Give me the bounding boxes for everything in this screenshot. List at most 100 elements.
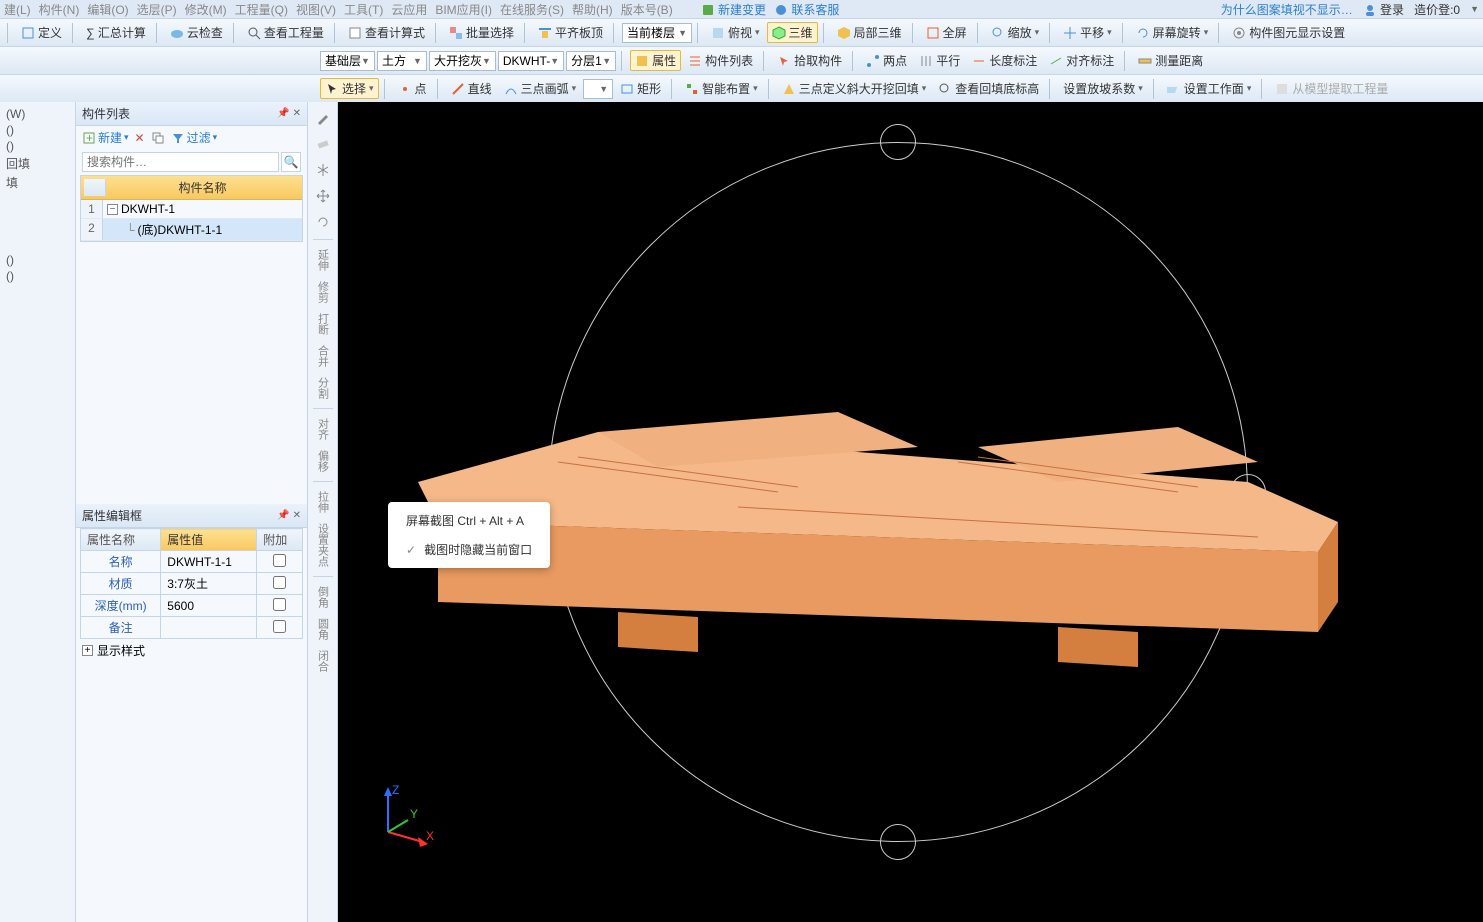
login-button[interactable]: 登录 bbox=[1380, 3, 1404, 17]
expand-icon[interactable]: − bbox=[107, 204, 118, 215]
cloud-check-button[interactable]: 云检查 bbox=[165, 22, 228, 43]
top-view-button[interactable]: 俯视▾ bbox=[706, 22, 765, 43]
vtool-eraser-icon[interactable] bbox=[311, 132, 335, 156]
vtool-merge[interactable]: 合并 bbox=[311, 341, 335, 371]
expand-icon[interactable]: + bbox=[82, 645, 93, 656]
filter-button[interactable]: 过滤▾ bbox=[171, 129, 218, 146]
layer-dropdown-3[interactable]: 大开挖灰▼ bbox=[429, 51, 496, 71]
3d-button[interactable]: 三维 bbox=[767, 22, 818, 43]
pin-icon[interactable]: 📌 ✕ bbox=[277, 510, 301, 521]
menu-item[interactable]: 帮助(H) bbox=[572, 1, 613, 18]
menu-item[interactable]: BIM应用(I) bbox=[435, 1, 492, 18]
prop-check[interactable] bbox=[273, 554, 286, 567]
line-button[interactable]: 直线 bbox=[446, 78, 497, 99]
pan-button[interactable]: 平移▾ bbox=[1058, 22, 1117, 43]
vtool-stretch[interactable]: 拉伸 bbox=[311, 487, 335, 517]
delete-icon[interactable]: ✕ bbox=[135, 131, 145, 145]
backfill-3pt-button[interactable]: 三点定义斜大开挖回填▾ bbox=[777, 78, 932, 99]
batch-select-button[interactable]: 批量选择 bbox=[444, 22, 519, 43]
two-point-button[interactable]: 两点 bbox=[861, 50, 912, 71]
prop-value[interactable]: 5600 bbox=[161, 595, 257, 617]
view-formula-button[interactable]: 查看计算式 bbox=[343, 22, 430, 43]
pin-icon[interactable]: 📌 ✕ bbox=[277, 108, 301, 119]
menu-item[interactable]: 修改(M) bbox=[185, 1, 227, 18]
define-button[interactable]: 定义 bbox=[16, 22, 67, 43]
measure-button[interactable]: 测量距离 bbox=[1133, 50, 1208, 71]
contact-link[interactable]: 联系客服 bbox=[791, 3, 839, 17]
vtool-trim[interactable]: 修剪 bbox=[311, 277, 335, 307]
fullscreen-button[interactable]: 全屏 bbox=[921, 22, 972, 43]
vtool-move-icon[interactable] bbox=[311, 184, 335, 208]
menu-item[interactable]: 构件(N) bbox=[39, 1, 80, 18]
align-label-button[interactable]: 对齐标注 bbox=[1044, 50, 1119, 71]
new-change-link[interactable]: 新建变更 bbox=[718, 3, 766, 17]
tooltip-line-2[interactable]: ✓截图时隐藏当前窗口 bbox=[388, 535, 550, 564]
local-3d-button[interactable]: 局部三维 bbox=[832, 22, 907, 43]
vtool-chamfer[interactable]: 倒角 bbox=[311, 582, 335, 612]
align-top-button[interactable]: 平齐板顶 bbox=[533, 22, 608, 43]
screen-rotate-button[interactable]: 屏幕旋转▾ bbox=[1131, 22, 1214, 43]
parallel-button[interactable]: 平行 bbox=[914, 50, 965, 71]
table-row[interactable]: 2 └(底)DKWHT-1-1 bbox=[81, 219, 302, 241]
menu-item[interactable]: 选层(P) bbox=[137, 1, 177, 18]
attr-button[interactable]: 属性 bbox=[630, 50, 681, 71]
dropdown-arrow-icon[interactable]: ▼ bbox=[1470, 4, 1479, 14]
menu-item[interactable]: 视图(V) bbox=[296, 1, 336, 18]
layer-dropdown-4[interactable]: DKWHT-▼ bbox=[498, 51, 564, 71]
prop-check[interactable] bbox=[273, 598, 286, 611]
orbit-handle-top[interactable] bbox=[880, 124, 916, 160]
extract-qty-button[interactable]: 从模型提取工程量 bbox=[1270, 78, 1393, 99]
vtool-close[interactable]: 闭合 bbox=[311, 646, 335, 676]
hint-link[interactable]: 为什么图案填视不显示… bbox=[1221, 1, 1353, 18]
vtool-break[interactable]: 打断 bbox=[311, 309, 335, 339]
vtool-align[interactable]: 对齐 bbox=[311, 414, 335, 444]
sum-calc-button[interactable]: ∑ 汇总计算 bbox=[81, 22, 151, 43]
new-comp-button[interactable]: + 新建▾ bbox=[82, 129, 129, 146]
comp-list-button[interactable]: 构件列表 bbox=[683, 50, 758, 71]
menu-item[interactable]: 建(L) bbox=[4, 1, 31, 18]
rect-button[interactable]: 矩形 bbox=[615, 78, 666, 99]
left-tree-item[interactable]: () bbox=[4, 138, 71, 154]
menu-item[interactable]: 云应用 bbox=[391, 1, 427, 18]
smart-layout-button[interactable]: 智能布置▾ bbox=[680, 78, 763, 99]
zoom-button[interactable]: 缩放▾ bbox=[986, 22, 1045, 43]
search-button[interactable]: 🔍 bbox=[281, 152, 301, 172]
table-row[interactable]: 1 −DKWHT-1 bbox=[81, 200, 302, 219]
prop-value[interactable] bbox=[161, 617, 257, 639]
menu-item[interactable]: 工具(T) bbox=[344, 1, 383, 18]
layer-dropdown-5[interactable]: 分层1▼ bbox=[566, 51, 616, 71]
point-button[interactable]: 点 bbox=[393, 78, 432, 99]
menu-item[interactable]: 在线服务(S) bbox=[500, 1, 564, 18]
layer-dropdown-1[interactable]: 基础层▼ bbox=[320, 51, 375, 71]
prop-value[interactable]: 3:7灰土 bbox=[161, 573, 257, 595]
orbit-handle-bottom[interactable] bbox=[880, 824, 916, 860]
menu-item[interactable]: 版本号(B) bbox=[621, 1, 673, 18]
left-tree-item[interactable]: () bbox=[4, 122, 71, 138]
left-tree-item[interactable]: (W) bbox=[4, 106, 71, 122]
select-button[interactable]: 选择▾ bbox=[320, 78, 379, 99]
3d-viewport[interactable]: 屏幕截图 Ctrl + Alt + A ✓截图时隐藏当前窗口 Z X Y bbox=[338, 102, 1483, 922]
display-settings-button[interactable]: 构件图元显示设置 bbox=[1227, 22, 1350, 43]
pick-comp-button[interactable]: 拾取构件 bbox=[772, 50, 847, 71]
vtool-extend[interactable]: 延伸 bbox=[311, 245, 335, 275]
search-input[interactable] bbox=[82, 152, 279, 172]
left-tree-item[interactable]: 回填 bbox=[4, 154, 71, 173]
length-label-button[interactable]: 长度标注 bbox=[967, 50, 1042, 71]
slope-coef-button[interactable]: 设置放坡系数▾ bbox=[1058, 78, 1148, 99]
prop-check[interactable] bbox=[273, 576, 286, 589]
layer-dropdown-2[interactable]: 土方▼ bbox=[377, 51, 427, 71]
vtool-offset[interactable]: 偏移 bbox=[311, 446, 335, 476]
display-style-row[interactable]: + 显示样式 bbox=[76, 639, 307, 662]
left-tree-item[interactable]: 填 bbox=[4, 173, 71, 192]
copy-icon[interactable] bbox=[151, 130, 165, 145]
prop-value[interactable]: DKWHT-1-1 bbox=[161, 551, 257, 573]
current-floor-dropdown[interactable]: 当前楼层▼ bbox=[622, 23, 692, 43]
left-tree-item[interactable]: () bbox=[4, 252, 71, 268]
arc-options-dropdown[interactable]: ▼ bbox=[583, 79, 613, 99]
arc3-button[interactable]: 三点画弧▾ bbox=[499, 78, 582, 99]
view-qty-button[interactable]: 查看工程量 bbox=[242, 22, 329, 43]
view-backfill-button[interactable]: 查看回填底标高 bbox=[933, 78, 1044, 99]
menu-item[interactable]: 编辑(O) bbox=[87, 1, 128, 18]
tooltip-line-1[interactable]: 屏幕截图 Ctrl + Alt + A bbox=[388, 506, 550, 535]
vtool-rotate-icon[interactable] bbox=[311, 210, 335, 234]
